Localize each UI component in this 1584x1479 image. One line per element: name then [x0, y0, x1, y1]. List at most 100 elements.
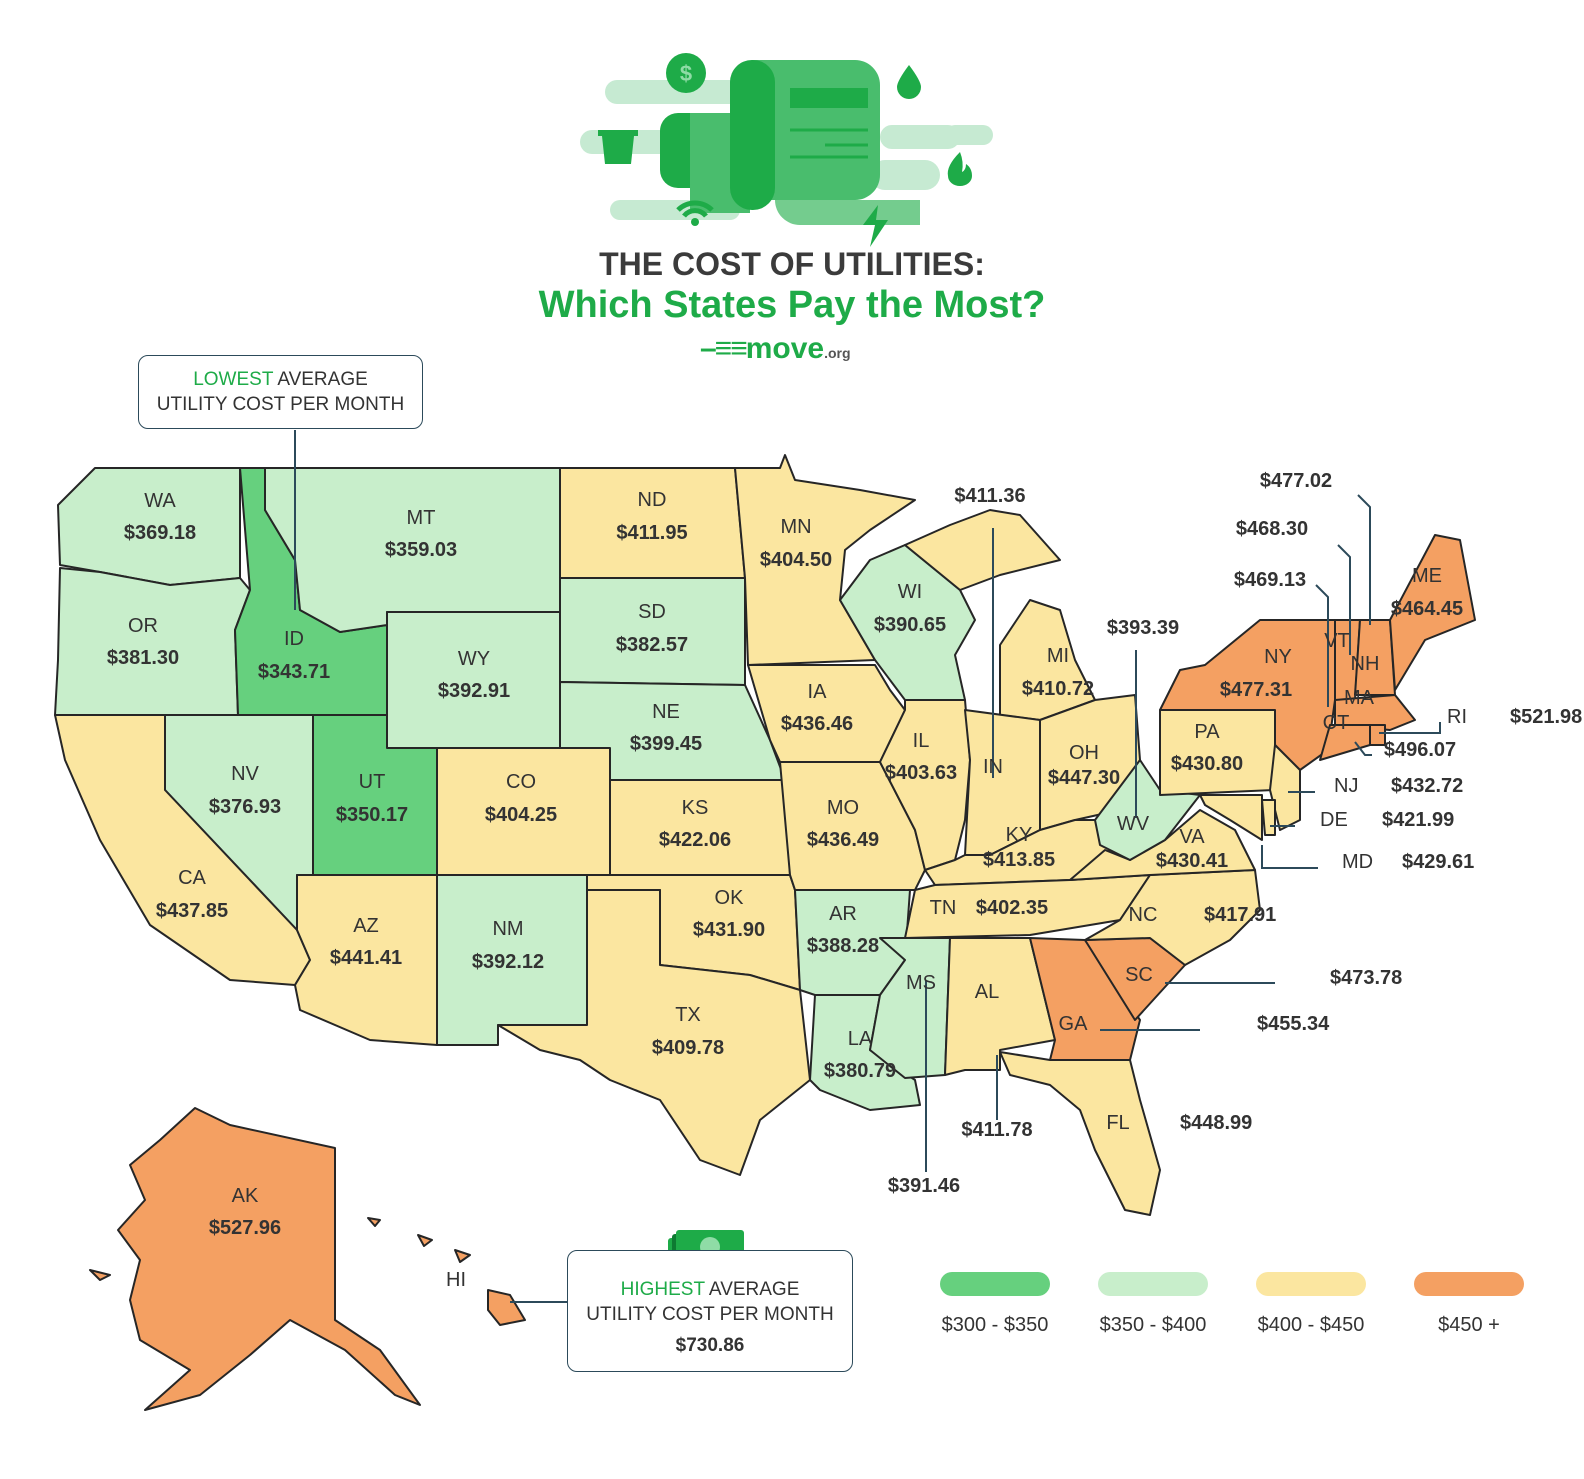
- state-wv: [1094, 759, 1201, 861]
- state-md: [1199, 794, 1263, 841]
- state-shape-ak: [117, 1107, 421, 1411]
- state-value-pa: $430.80: [1171, 753, 1243, 775]
- state-label-ne: NE: [652, 701, 680, 723]
- legend-item: $400 - $450: [1256, 1272, 1366, 1337]
- state-value-ms: $391.46: [888, 1175, 960, 1197]
- state-label-id: ID: [284, 628, 304, 650]
- state-value-ne: $399.45: [630, 733, 702, 755]
- state-label-ms: MS: [906, 972, 936, 994]
- state-value-ok: $431.90: [693, 919, 765, 941]
- legend-label: $400 - $450: [1257, 1314, 1365, 1336]
- state-label-sd: SD: [638, 601, 666, 623]
- state-value-ri: $521.98: [1510, 706, 1582, 728]
- state-label-ny: NY: [1264, 646, 1292, 668]
- state-label-ar: AR: [829, 903, 857, 925]
- state-label-ut: UT: [359, 771, 386, 793]
- water-drop-icon: [897, 65, 921, 99]
- state-label-ak: AK: [232, 1185, 259, 1207]
- state-value-mt: $359.03: [385, 539, 457, 561]
- state-value-tx: $409.78: [652, 1037, 724, 1059]
- state-value-az: $441.41: [330, 947, 402, 969]
- state-shape-wi: [839, 544, 976, 701]
- move-org-logo: –≡≡move.org: [700, 332, 851, 365]
- state-label-ia: IA: [808, 681, 828, 703]
- state-label-az: AZ: [353, 915, 379, 937]
- state-value-oh: $447.30: [1048, 767, 1120, 789]
- state-value-vt: $469.13: [1234, 569, 1306, 591]
- state-sd: [559, 577, 746, 686]
- state-value-mo: $436.49: [807, 829, 879, 851]
- legend-swatch: [1256, 1272, 1366, 1296]
- state-shape-hi: [454, 1249, 471, 1263]
- legend: $300 - $350 $350 - $400 $400 - $450 $450…: [940, 1272, 1524, 1337]
- state-ak: [89, 1107, 421, 1411]
- state-label-ky: KY: [1006, 824, 1033, 846]
- state-ma: [1334, 694, 1416, 731]
- state-shape-mi: [904, 509, 1061, 591]
- flame-icon: [947, 152, 972, 186]
- state-shape-wv: [1094, 759, 1201, 861]
- callout-text: UTILITY COST PER MONTH: [156, 394, 405, 415]
- lowest-cost-callout: LOWEST AVERAGE UTILITY COST PER MONTH: [138, 355, 423, 429]
- state-value-tn: $402.35: [976, 897, 1048, 919]
- state-value-nd: $411.95: [616, 522, 687, 544]
- state-value-fl: $448.99: [1180, 1112, 1252, 1134]
- state-label-fl: FL: [1106, 1112, 1129, 1134]
- state-ri: [1369, 724, 1386, 746]
- state-value-nv: $376.93: [209, 796, 281, 818]
- state-shape-de: [1261, 799, 1276, 836]
- dollar-coin-icon: [666, 53, 706, 93]
- state-label-sc: SC: [1125, 964, 1153, 986]
- state-label-mi: MI: [1047, 645, 1069, 667]
- state-value-la: $380.79: [824, 1060, 896, 1082]
- state-label-nj: NJ: [1334, 775, 1358, 797]
- state-value-va: $430.41: [1156, 850, 1228, 872]
- state-value-nc: $417.91: [1204, 904, 1276, 926]
- state-shape-fl: [999, 1051, 1161, 1216]
- highest-value: $730.86: [675, 1335, 745, 1356]
- state-label-va: VA: [1179, 826, 1205, 848]
- state-hi: [367, 1217, 526, 1326]
- legend-swatch: [1098, 1272, 1208, 1296]
- legend-label: $350 - $400: [1099, 1314, 1207, 1336]
- state-or: [54, 567, 251, 716]
- leader-lines: [294, 430, 1441, 1303]
- state-value-al: $411.78: [961, 1119, 1032, 1141]
- state-label-md: MD: [1342, 851, 1373, 873]
- legend-swatch: [940, 1272, 1050, 1296]
- lowest-highlight: LOWEST: [193, 369, 274, 390]
- state-label-mo: MO: [827, 797, 859, 819]
- state-label-la: LA: [848, 1028, 873, 1050]
- state-shape-md: [1199, 794, 1263, 841]
- state-value-nh: $468.30: [1236, 518, 1308, 540]
- state-shape-hi: [367, 1217, 381, 1227]
- lightning-icon: [863, 205, 888, 247]
- highest-highlight: HIGHEST: [620, 1279, 705, 1300]
- state-label-ks: KS: [682, 797, 709, 819]
- state-value-wa: $369.18: [124, 522, 196, 544]
- callout-text: AVERAGE: [273, 369, 368, 390]
- state-label-ga: GA: [1059, 1013, 1089, 1035]
- state-label-de: DE: [1320, 809, 1348, 831]
- state-value-co: $404.25: [485, 804, 557, 826]
- state-value-wv: $393.39: [1107, 617, 1179, 639]
- state-wi: [839, 544, 976, 701]
- state-shape-ak: [89, 1269, 111, 1281]
- state-label-al: AL: [975, 981, 999, 1003]
- state-label-ca: CA: [178, 867, 206, 889]
- state-label-wi: WI: [898, 581, 922, 603]
- state-label-ri: RI: [1447, 706, 1467, 728]
- state-label-wv: WV: [1117, 813, 1150, 835]
- state-label-ok: OK: [715, 887, 745, 909]
- state-me: [1389, 534, 1476, 691]
- state-value-sd: $382.57: [616, 634, 688, 656]
- state-label-co: CO: [506, 771, 536, 793]
- state-ks: [609, 779, 791, 876]
- state-shape-hi: [487, 1289, 526, 1326]
- legend-item: $300 - $350: [940, 1272, 1050, 1337]
- state-shape-ri: [1369, 724, 1386, 746]
- state-label-vt: VT: [1324, 630, 1350, 652]
- state-value-mi: $410.72: [1022, 678, 1094, 700]
- legend-label: $450 +: [1438, 1314, 1500, 1336]
- state-label-me: ME: [1412, 565, 1442, 587]
